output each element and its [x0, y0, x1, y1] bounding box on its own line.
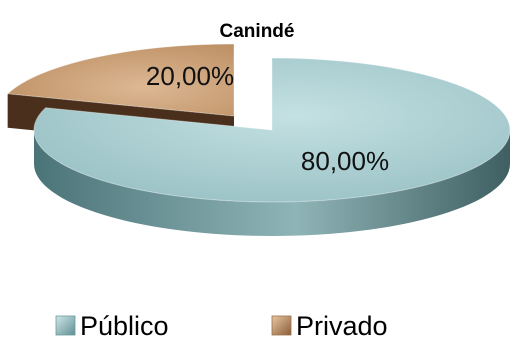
- slice-top-privado: [6, 43, 235, 117]
- slice-top-publico: [33, 57, 511, 203]
- legend-label-publico: Público: [80, 311, 169, 338]
- slice-side-publico: [34, 130, 510, 236]
- legend-label-privado: Privado: [296, 311, 388, 338]
- legend-swatch-publico: [55, 315, 76, 336]
- pie-slices: [6, 43, 511, 236]
- data-label-publico: 80,00%: [301, 146, 389, 176]
- legend-entry-publico: Público: [55, 311, 169, 338]
- data-label-privado: 20,00%: [146, 61, 234, 91]
- pie-slice-publico: [33, 57, 511, 236]
- pie-data-labels: 80,00% 20,00%: [146, 61, 389, 176]
- chart-title: Canindé: [220, 21, 295, 42]
- legend-entry-privado: Privado: [271, 311, 388, 338]
- legend: Público Privado: [55, 311, 388, 338]
- legend-swatch-privado: [271, 315, 292, 336]
